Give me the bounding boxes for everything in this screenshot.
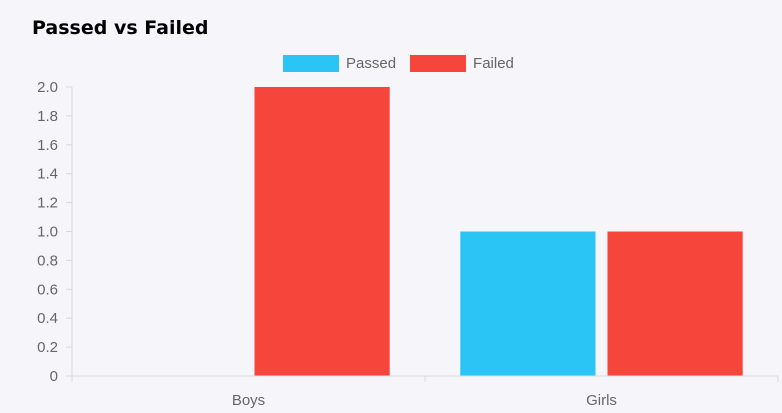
y-tick-label: 1.8 [37,108,58,125]
y-tick: 1.8 [37,108,72,125]
bars [254,87,743,377]
y-tick-label: 0.6 [37,281,58,298]
bar-passed-girls[interactable] [460,231,596,377]
y-tick-label: 1.6 [37,137,58,154]
y-tick-label: 1.0 [37,224,58,241]
x-axis: Boys Girls [72,375,779,409]
legend-label-passed: Passed [346,55,397,72]
legend-item-failed[interactable]: Failed [410,55,514,72]
y-tick-label: 0.8 [37,252,58,269]
y-tick: 1.2 [37,195,72,212]
bar-failed-boys[interactable] [254,87,390,376]
legend-swatch-passed [283,55,339,72]
legend-swatch-failed [410,55,467,72]
y-tick: 0.8 [37,252,72,269]
legend-label-failed: Failed [473,55,514,72]
x-tick-label: Boys [232,392,265,409]
y-tick: 1.4 [37,166,72,183]
y-tick: 0.6 [37,281,72,298]
y-tick-label: 0 [50,368,58,385]
legend-item-passed[interactable]: Passed [283,55,396,72]
y-tick-label: 2.0 [37,79,58,96]
y-tick: 1.0 [37,224,72,241]
y-tick-label: 0.4 [37,310,58,327]
y-tick-label: 1.2 [37,195,58,212]
y-tick: 0.2 [37,339,72,356]
y-tick: 2.0 [37,79,72,96]
y-tick: 1.6 [37,137,72,154]
y-tick: 0 [50,368,72,385]
bar-failed-girls[interactable] [607,231,743,377]
chart-title: Passed vs Failed [32,17,209,39]
x-tick: Boys [232,376,426,409]
x-tick-label: Girls [586,392,617,409]
chart-legend: Passed Failed [283,55,528,72]
y-tick-label: 1.4 [37,166,58,183]
y-tick-label: 0.2 [37,339,58,356]
x-tick: Girls [586,376,779,409]
y-axis: 0 0.2 0.4 0.6 0.8 1.0 1.2 1.4 1.6 1.8 2.0 [37,79,73,385]
y-tick: 0.4 [37,310,72,327]
